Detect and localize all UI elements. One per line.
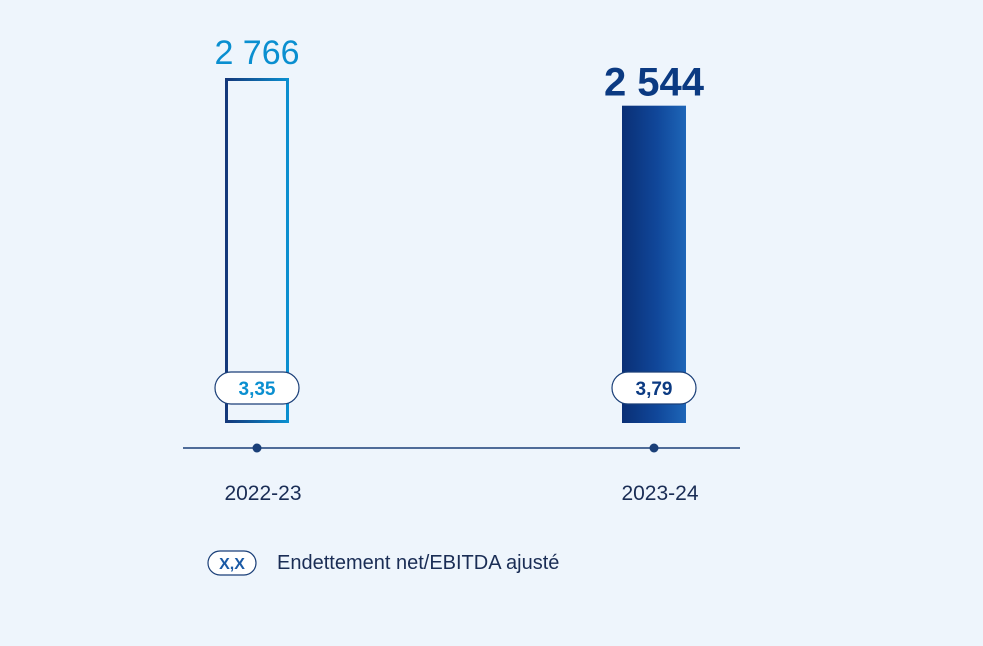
category-label-2022-23: 2022-23 (224, 482, 301, 505)
value-label-2023-24: 2 544 (604, 61, 705, 105)
category-label-2023-24: 2023-24 (621, 482, 698, 505)
ratio-label-2022-23: 3,35 (239, 379, 276, 400)
ratio-badge-2022-23 (214, 371, 300, 405)
axis-tick-2023-24 (649, 443, 659, 453)
ratio-label-2023-24: 3,79 (636, 379, 673, 400)
value-label-2022-23: 2 766 (214, 34, 299, 72)
bar-2023-24 (622, 105, 686, 423)
legend-text: Endettement net/EBITDA ajusté (277, 552, 559, 574)
ratio-badge-2023-24 (611, 371, 697, 405)
legend-badge-label: X,X (219, 556, 245, 573)
axis-tick-2022-23 (252, 443, 262, 453)
legend-badge (207, 550, 257, 576)
bar-2022-23 (225, 78, 289, 423)
